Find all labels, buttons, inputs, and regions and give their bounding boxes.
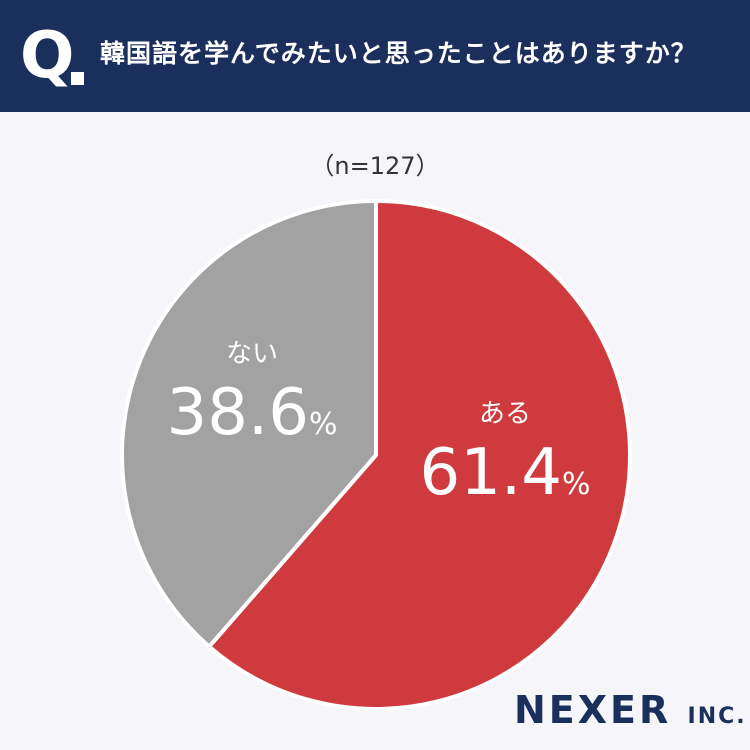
slice-value-label: 38.6% xyxy=(166,376,337,450)
pie-slice-1 xyxy=(207,199,632,711)
slice-category-label: ない xyxy=(226,339,278,369)
slice-value-number: 38.6 xyxy=(166,376,309,450)
slice-value-number: 61.4 xyxy=(419,436,562,510)
logo-suffix: INC. xyxy=(687,704,747,729)
question-text: 韓国語を学んでみたいと思ったことはありますか？ xyxy=(100,39,697,68)
q-mark: Q xyxy=(20,19,75,93)
q-dot xyxy=(71,72,84,85)
pie-slice-2 xyxy=(120,199,378,649)
pie-labels: ある 61.4% ない 38.6% xyxy=(166,339,590,510)
slice-value-label: 61.4% xyxy=(419,436,590,510)
slice-category-label: ある xyxy=(479,399,531,429)
sample-size: （n=127） xyxy=(310,152,440,180)
header-bar: Q 韓国語を学んでみたいと思ったことはありますか？ xyxy=(0,0,750,112)
logo-main: NEXER xyxy=(514,688,672,732)
slice-value-unit: % xyxy=(309,407,338,442)
pie-slices xyxy=(120,199,632,711)
nexer-logo: NEXER INC. xyxy=(514,688,747,739)
slice-value-unit: % xyxy=(562,467,591,502)
